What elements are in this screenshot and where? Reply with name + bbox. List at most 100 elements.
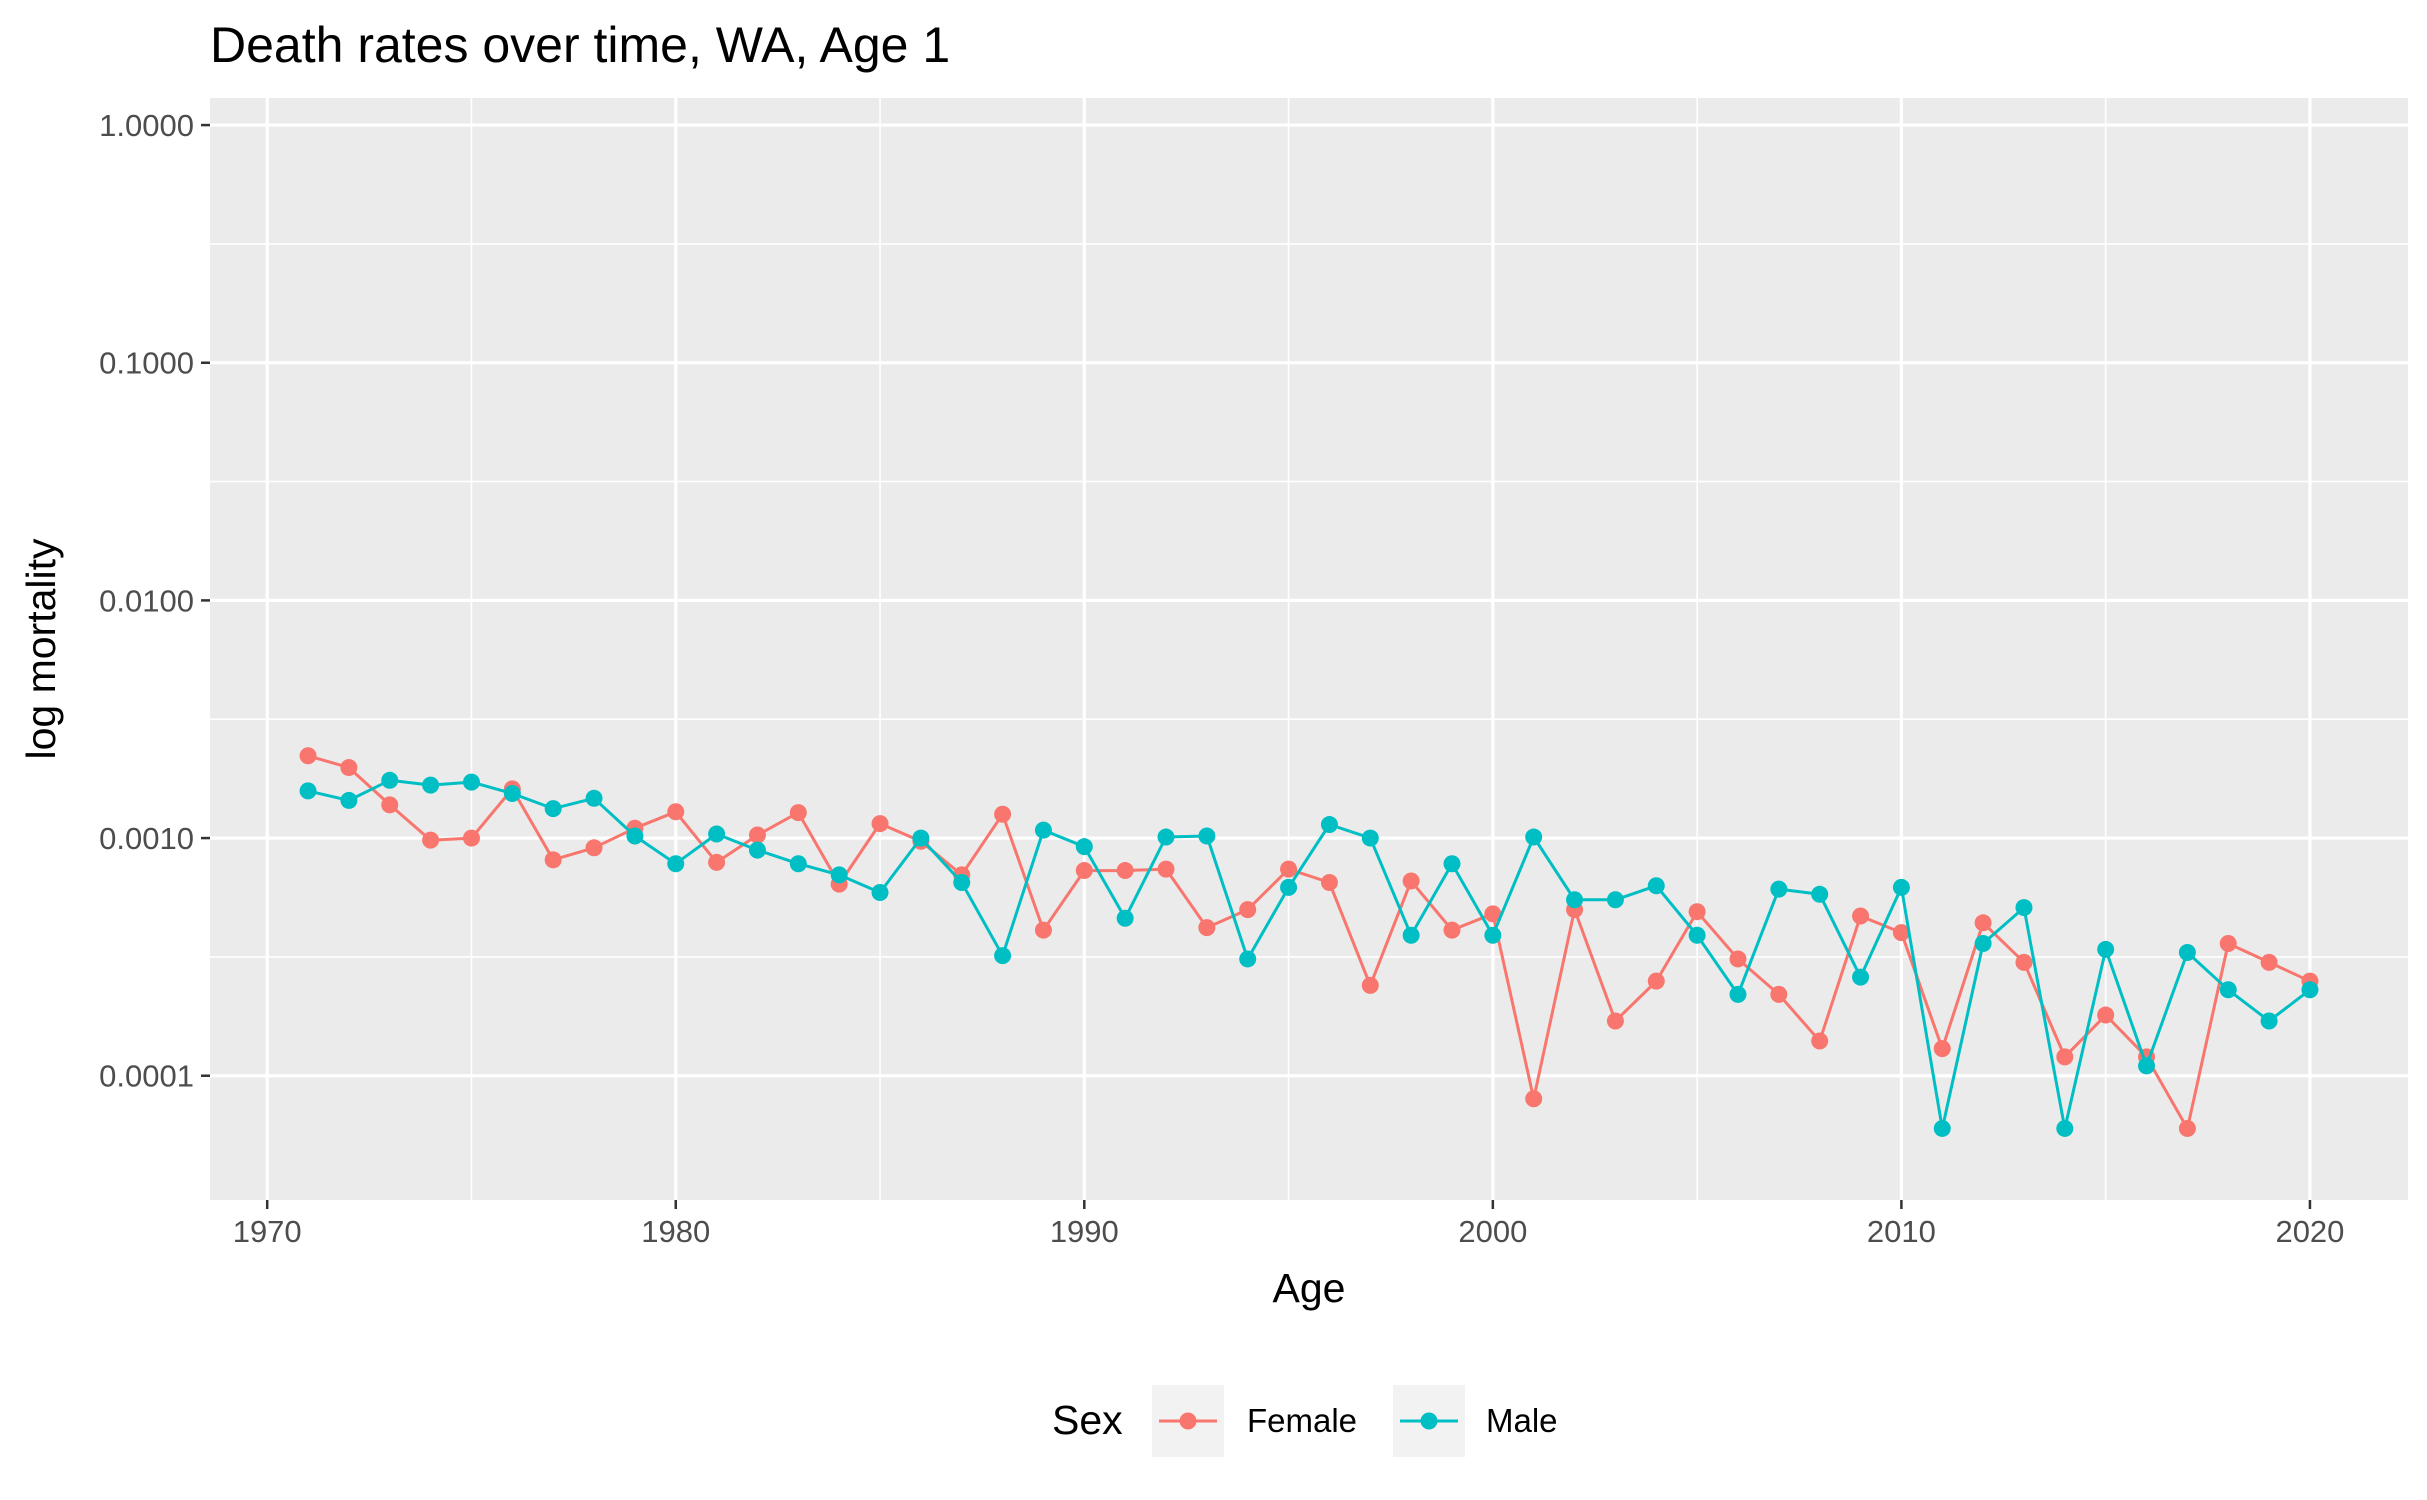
data-point-male [422,776,440,794]
data-point-male [1852,968,1870,986]
data-point-female [2219,935,2237,953]
data-point-male [1770,880,1788,898]
data-point-female [1198,919,1216,937]
data-point-female [2178,1119,2196,1137]
data-point-male [1157,828,1175,846]
data-point-male [2301,981,2319,999]
data-point-female [2056,1048,2074,1066]
data-point-female [299,747,317,765]
data-point-male [1443,855,1461,873]
data-point-male [2015,899,2033,917]
data-point-male [1280,878,1298,896]
series-female [299,747,2319,1137]
data-point-female [1116,862,1134,880]
data-point-male [2097,940,2115,958]
x-tick-label: 2010 [1867,1214,1936,1249]
data-point-female [1484,905,1502,923]
data-point-male [2056,1119,2074,1137]
data-point-female [1933,1040,1951,1058]
x-tick-label: 1970 [233,1214,302,1249]
legend-key-point [1179,1412,1197,1430]
data-point-female [1239,901,1257,919]
data-point-female [748,826,766,844]
data-point-female [789,804,807,822]
data-point-male [1484,926,1502,944]
data-point-male [626,827,644,845]
legend-item-female: Female [1152,1385,1357,1457]
x-tick-label: 1980 [641,1214,710,1249]
legend-item-male: Male [1393,1385,1558,1457]
data-point-male [1606,891,1624,909]
data-point-female [667,803,685,821]
data-point-female [2097,1006,2115,1024]
data-point-female [1729,950,1747,968]
x-axis-title: Age [1273,1265,1346,1311]
data-point-male [830,866,848,884]
y-axis-title: log mortality [18,538,64,760]
data-point-female [2015,953,2033,971]
chart-title: Death rates over time, WA, Age 1 [210,17,950,73]
legend-key-point [1420,1412,1438,1430]
data-point-female [585,839,603,857]
data-point-male [1320,816,1338,834]
series-layer [299,747,2319,1137]
data-point-female [381,796,399,814]
data-point-female [1157,860,1175,878]
data-point-male [1361,829,1379,847]
data-point-male [708,825,726,843]
data-point-male [2260,1012,2278,1030]
data-point-female [1443,921,1461,939]
data-point-female [1075,862,1093,880]
grid-lines [210,98,2408,1200]
data-point-male [1525,828,1543,846]
data-point-male [2138,1057,2156,1075]
data-point-female [871,815,889,833]
data-point-male [1566,891,1584,909]
data-point-female [544,851,562,869]
data-point-female [1688,903,1706,921]
series-male [299,771,2319,1137]
legend-title: Sex [1052,1397,1123,1443]
data-point-female [422,831,440,849]
data-point-male [503,785,521,803]
y-tick-label: 0.1000 [99,346,194,381]
data-point-male [462,773,480,791]
data-point-male [1198,827,1216,845]
x-tick-label: 1990 [1050,1214,1119,1249]
data-point-male [667,855,685,873]
data-point-male [1933,1119,1951,1137]
data-point-female [1892,924,1910,942]
data-point-male [381,771,399,789]
data-point-female [1852,907,1870,925]
data-point-male [2178,943,2196,961]
data-point-male [994,947,1012,965]
data-point-female [1647,972,1665,990]
axes: 1970 1980 1990 2000 2010 2020 0.0001 0.0010 0.01… [99,108,2344,1249]
data-point-male [340,791,358,809]
data-point-male [912,829,930,847]
y-tick-label: 1.0000 [99,108,194,143]
x-tick-label: 2020 [2275,1214,2344,1249]
data-point-male [299,782,317,800]
legend-label: Female [1247,1402,1357,1439]
data-point-female [1770,985,1788,1003]
data-point-male [789,855,807,873]
data-point-female [1034,921,1052,939]
data-point-male [1034,821,1052,839]
legend-label: Male [1486,1402,1558,1439]
data-point-female [1974,914,1992,932]
data-point-male [748,841,766,859]
data-point-male [1075,838,1093,856]
data-point-female [994,805,1012,823]
data-point-male [544,800,562,818]
data-point-female [1402,872,1420,890]
data-point-female [340,759,358,777]
data-point-male [1688,926,1706,944]
data-point-male [1892,878,1910,896]
data-point-male [1974,935,1992,953]
data-point-female [1361,976,1379,994]
data-point-male [1811,885,1829,903]
data-point-male [1116,909,1134,927]
data-point-male [871,884,889,902]
